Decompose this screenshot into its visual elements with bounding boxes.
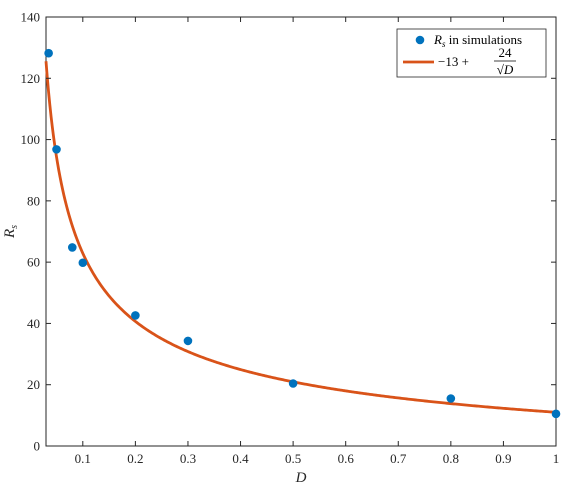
y-tick-label: 0: [34, 439, 41, 454]
plot-frame: [45, 16, 557, 447]
fit-curve-group: [44, 61, 557, 414]
legend-label-subscript: s: [442, 39, 446, 49]
legend-label-fit-numerator: 24: [499, 45, 513, 60]
y-tick-label: 120: [21, 71, 41, 86]
fit-curve-line: [44, 61, 557, 414]
scatter-point: [67, 243, 77, 252]
y-axis-title: Rs: [2, 225, 20, 239]
scatter-point: [131, 311, 140, 320]
legend-label-symbol: R: [433, 32, 442, 47]
x-tick-label: 0.4: [232, 451, 249, 466]
y-tick-label: 80: [27, 193, 40, 208]
scatter-point: [183, 336, 193, 346]
legend-marker-simulations: [415, 35, 425, 45]
scatter-point: [551, 409, 561, 419]
x-tick-label: 0.6: [338, 451, 355, 466]
y-tick-label: 100: [21, 132, 41, 147]
legend-label-fit-denominator: √D: [497, 62, 514, 77]
x-tick-label: 0.5: [285, 451, 301, 466]
scatter-point: [44, 48, 53, 58]
x-tick-label: 0.1: [75, 451, 91, 466]
x-tick-label: 0.8: [443, 451, 459, 466]
scatter-point: [288, 379, 298, 388]
plot-area: [45, 16, 557, 447]
y-tick-label: 20: [27, 377, 40, 392]
legend-label-rest: in simulations: [445, 32, 522, 47]
y-axis-title-symbol: R: [2, 229, 18, 239]
y-axis-title-subscript: s: [9, 225, 20, 229]
scatter-points-group: [44, 48, 561, 419]
y-axis: 0 20 40 60 80 100 120 140: [21, 10, 556, 454]
scatter-point: [446, 394, 456, 403]
scatter-point: [52, 145, 61, 154]
x-tick-label: 0.9: [495, 451, 511, 466]
x-tick-label: 0.7: [390, 451, 407, 466]
y-tick-label: 140: [21, 10, 41, 25]
x-tick-label: 1: [553, 451, 560, 466]
legend: Rs in simulations −13 + 24 √D: [396, 28, 547, 78]
legend-label-fit-prefix: −13 +: [438, 54, 469, 69]
y-tick-label: 40: [27, 316, 40, 331]
x-axis: 0.1 0.2 0.3 0.4 0.5 0.6 0.7 0.8 0.9 1: [75, 17, 560, 466]
scatter-point: [78, 258, 88, 268]
x-axis-title: D: [295, 470, 307, 486]
x-tick-label: 0.3: [180, 451, 196, 466]
legend-label-simulations: Rs in simulations: [433, 32, 522, 49]
y-tick-label: 60: [27, 255, 40, 270]
x-tick-label: 0.2: [127, 451, 143, 466]
